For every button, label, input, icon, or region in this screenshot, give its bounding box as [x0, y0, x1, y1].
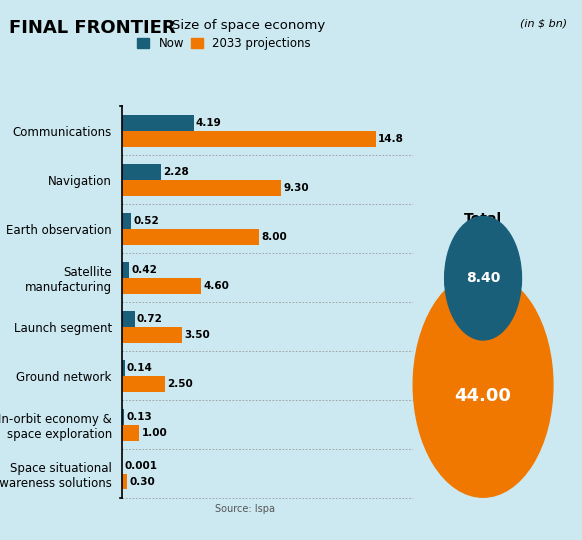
- Text: FINAL FRONTIER: FINAL FRONTIER: [9, 19, 175, 37]
- Bar: [122, 180, 282, 195]
- Bar: [122, 311, 134, 327]
- Text: 0.72: 0.72: [137, 314, 162, 324]
- Text: 8.40: 8.40: [466, 271, 501, 285]
- Text: 44.00: 44.00: [455, 387, 512, 405]
- Text: 2.50: 2.50: [167, 379, 193, 389]
- Bar: [122, 262, 129, 278]
- Text: 0.001: 0.001: [125, 461, 157, 471]
- Circle shape: [413, 273, 553, 497]
- Bar: [122, 164, 161, 180]
- Text: 0.13: 0.13: [126, 412, 152, 422]
- Text: 2.28: 2.28: [164, 167, 189, 177]
- Bar: [122, 116, 194, 131]
- Text: Total: Total: [464, 212, 502, 226]
- Bar: [122, 409, 125, 425]
- Text: 4.19: 4.19: [196, 118, 222, 128]
- Text: 1.00: 1.00: [141, 428, 167, 438]
- Text: 4.60: 4.60: [203, 281, 229, 291]
- Circle shape: [445, 217, 521, 340]
- Text: 0.14: 0.14: [127, 363, 152, 373]
- Bar: [122, 327, 182, 342]
- Text: Size of space economy: Size of space economy: [172, 19, 325, 32]
- Text: 9.30: 9.30: [283, 183, 309, 193]
- Bar: [122, 376, 165, 392]
- Text: 3.50: 3.50: [184, 330, 210, 340]
- Bar: [122, 131, 375, 147]
- Text: 0.30: 0.30: [129, 477, 155, 487]
- Bar: [122, 213, 131, 229]
- Text: 8.00: 8.00: [261, 232, 287, 242]
- Bar: [122, 360, 125, 376]
- Bar: [122, 474, 127, 489]
- Text: 14.8: 14.8: [378, 134, 403, 144]
- Text: Source: Ispa: Source: Ispa: [215, 504, 275, 514]
- Text: 0.52: 0.52: [133, 216, 159, 226]
- Text: 0.42: 0.42: [132, 265, 157, 275]
- Legend: Now, 2033 projections: Now, 2033 projections: [133, 32, 315, 55]
- Bar: [122, 229, 259, 245]
- Bar: [122, 425, 139, 441]
- Text: (in $ bn): (in $ bn): [520, 19, 567, 29]
- Bar: [122, 278, 201, 294]
